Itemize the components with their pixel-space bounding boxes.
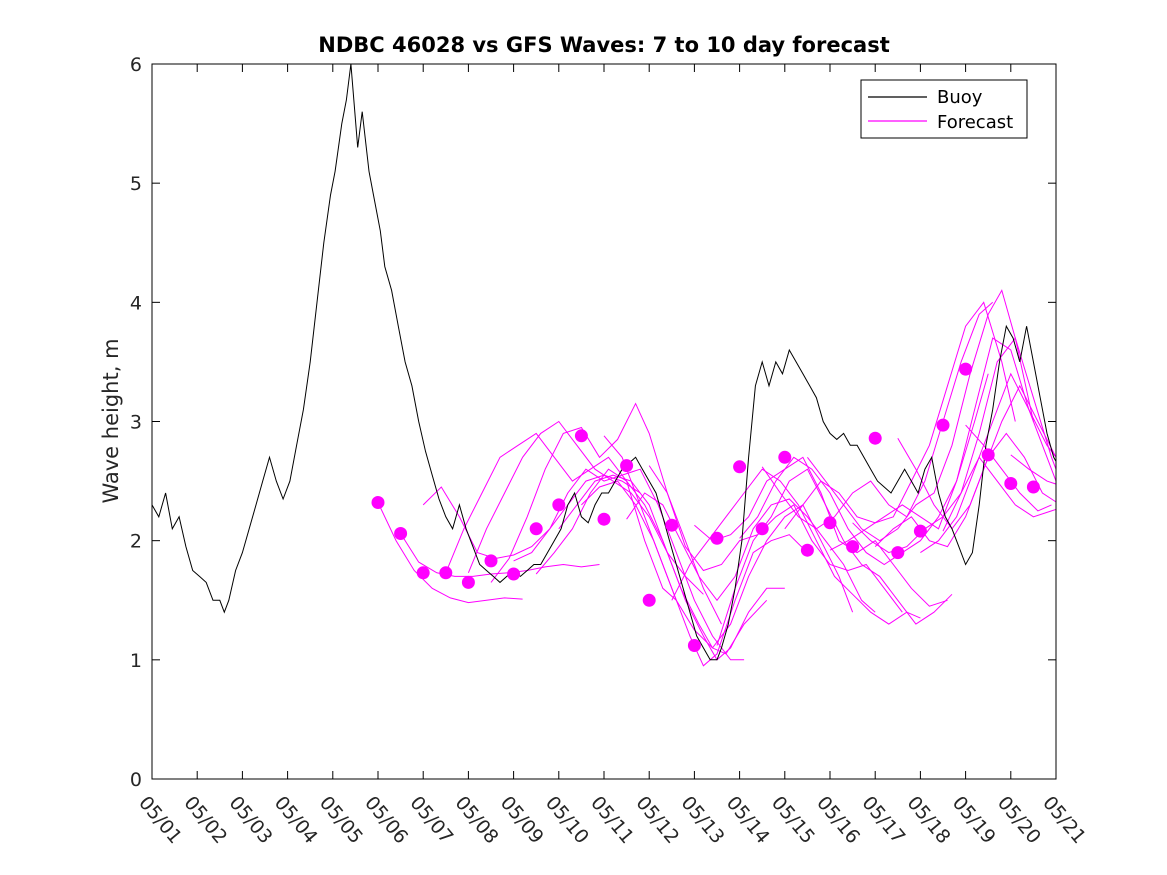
- forecast-marker-7: [507, 567, 521, 581]
- forecast-line-13: [648, 465, 903, 613]
- y-tick-label: 4: [130, 292, 142, 314]
- forecast-line-9: [558, 474, 785, 661]
- forecast-marker-8: [529, 522, 543, 536]
- forecast-line-17: [739, 373, 989, 566]
- y-tick-label: 3: [130, 412, 142, 434]
- y-tick-label: 5: [130, 173, 142, 195]
- forecast-marker-13: [642, 593, 656, 607]
- forecast-marker-18: [755, 522, 769, 536]
- forecast-line-24: [897, 432, 1056, 530]
- forecast-line-26: [942, 456, 1056, 532]
- forecast-line-11: [603, 435, 854, 649]
- forecast-marker-group: [371, 362, 1040, 652]
- forecast-line-28: [1010, 454, 1056, 485]
- y-tick-label: 0: [130, 769, 142, 791]
- forecast-marker-6: [484, 554, 498, 568]
- forecast-marker-5: [461, 575, 475, 589]
- forecast-marker-20: [800, 543, 814, 557]
- buoy-line: [152, 64, 1056, 661]
- forecast-line-8: [535, 468, 768, 655]
- legend: Buoy Forecast: [860, 79, 1028, 139]
- forecast-marker-25: [913, 524, 927, 538]
- forecast-line-5: [467, 420, 704, 595]
- legend-buoy-label: Buoy: [937, 87, 983, 108]
- forecast-marker-22: [846, 540, 860, 554]
- forecast-marker-15: [687, 639, 701, 652]
- forecast-line-7: [513, 468, 745, 661]
- forecast-line-21: [829, 337, 1056, 551]
- forecast-line-25: [920, 372, 1056, 554]
- legend-box: [860, 79, 1028, 139]
- forecast-marker-2: [394, 527, 408, 540]
- y-tick-label: 6: [130, 54, 142, 76]
- forecast-marker-26: [936, 418, 950, 432]
- forecast-marker-9: [552, 498, 566, 512]
- forecast-marker-21: [823, 516, 837, 530]
- forecast-marker-27: [959, 362, 973, 376]
- forecast-marker-12: [620, 459, 634, 473]
- forecast-marker-16: [710, 531, 724, 545]
- forecast-line-19: [784, 301, 1016, 530]
- forecast-line-1: [377, 502, 523, 604]
- forecast-marker-30: [1026, 480, 1040, 494]
- forecast-marker-4: [439, 566, 453, 580]
- forecast-marker-10: [574, 429, 588, 443]
- forecast-line-2: [400, 533, 600, 577]
- forecast-marker-29: [1004, 477, 1018, 490]
- forecast-line-18: [761, 301, 994, 530]
- forecast-marker-1: [371, 496, 385, 509]
- forecast-marker-17: [733, 460, 747, 474]
- y-axis-label: Wave height, m: [99, 338, 123, 503]
- chart-title: NDBC 46028 vs GFS Waves: 7 to 10 day for…: [318, 33, 889, 57]
- y-tick-label: 2: [130, 531, 142, 553]
- y-axis: 0 1 2 3 4 5 6: [130, 54, 1056, 791]
- forecast-line-12: [626, 492, 876, 613]
- y-tick-label: 1: [130, 650, 142, 672]
- forecast-line-4: [445, 432, 677, 601]
- forecast-line-15: [694, 456, 948, 607]
- legend-forecast-label: Forecast: [937, 112, 1013, 133]
- buoy-series-group: [152, 64, 1056, 661]
- forecast-marker-24: [891, 546, 905, 560]
- forecast-line-6: [490, 402, 722, 625]
- forecast-marker-23: [868, 431, 882, 445]
- forecast-marker-14: [665, 518, 679, 532]
- forecast-marker-19: [778, 450, 792, 464]
- forecast-line-23: [874, 384, 1056, 548]
- forecast-marker-3: [416, 566, 430, 580]
- forecast-marker-11: [597, 512, 611, 526]
- forecast-marker-28: [981, 448, 995, 462]
- forecast-line-20: [807, 289, 1034, 542]
- plot-area: [152, 64, 1056, 779]
